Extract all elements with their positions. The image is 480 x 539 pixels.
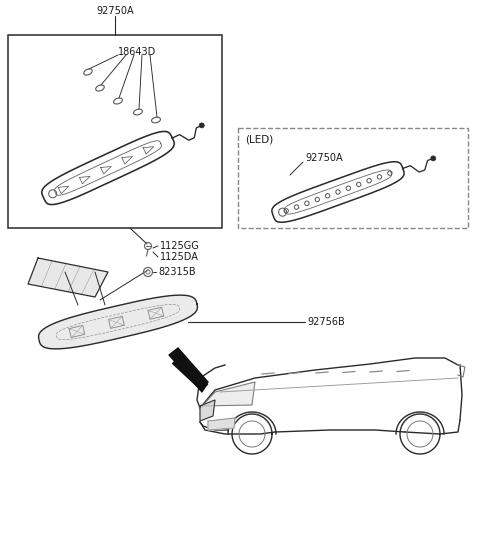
Polygon shape [169,348,208,392]
Circle shape [431,156,436,161]
Polygon shape [28,258,108,297]
Text: 92750A: 92750A [96,6,134,16]
Text: 1125DA: 1125DA [160,252,199,262]
Polygon shape [38,295,197,349]
Bar [238,128,468,228]
Text: 92750A: 92750A [305,153,343,163]
Text: (LED): (LED) [245,135,273,145]
Text: 82315B: 82315B [158,267,196,277]
Polygon shape [202,382,255,406]
Text: 1125GG: 1125GG [160,241,200,251]
Text: 18643D: 18643D [118,47,156,57]
Circle shape [199,123,204,128]
Text: 92756B: 92756B [307,317,345,327]
Polygon shape [208,418,235,430]
Bar [8,35,222,228]
Polygon shape [200,400,215,421]
